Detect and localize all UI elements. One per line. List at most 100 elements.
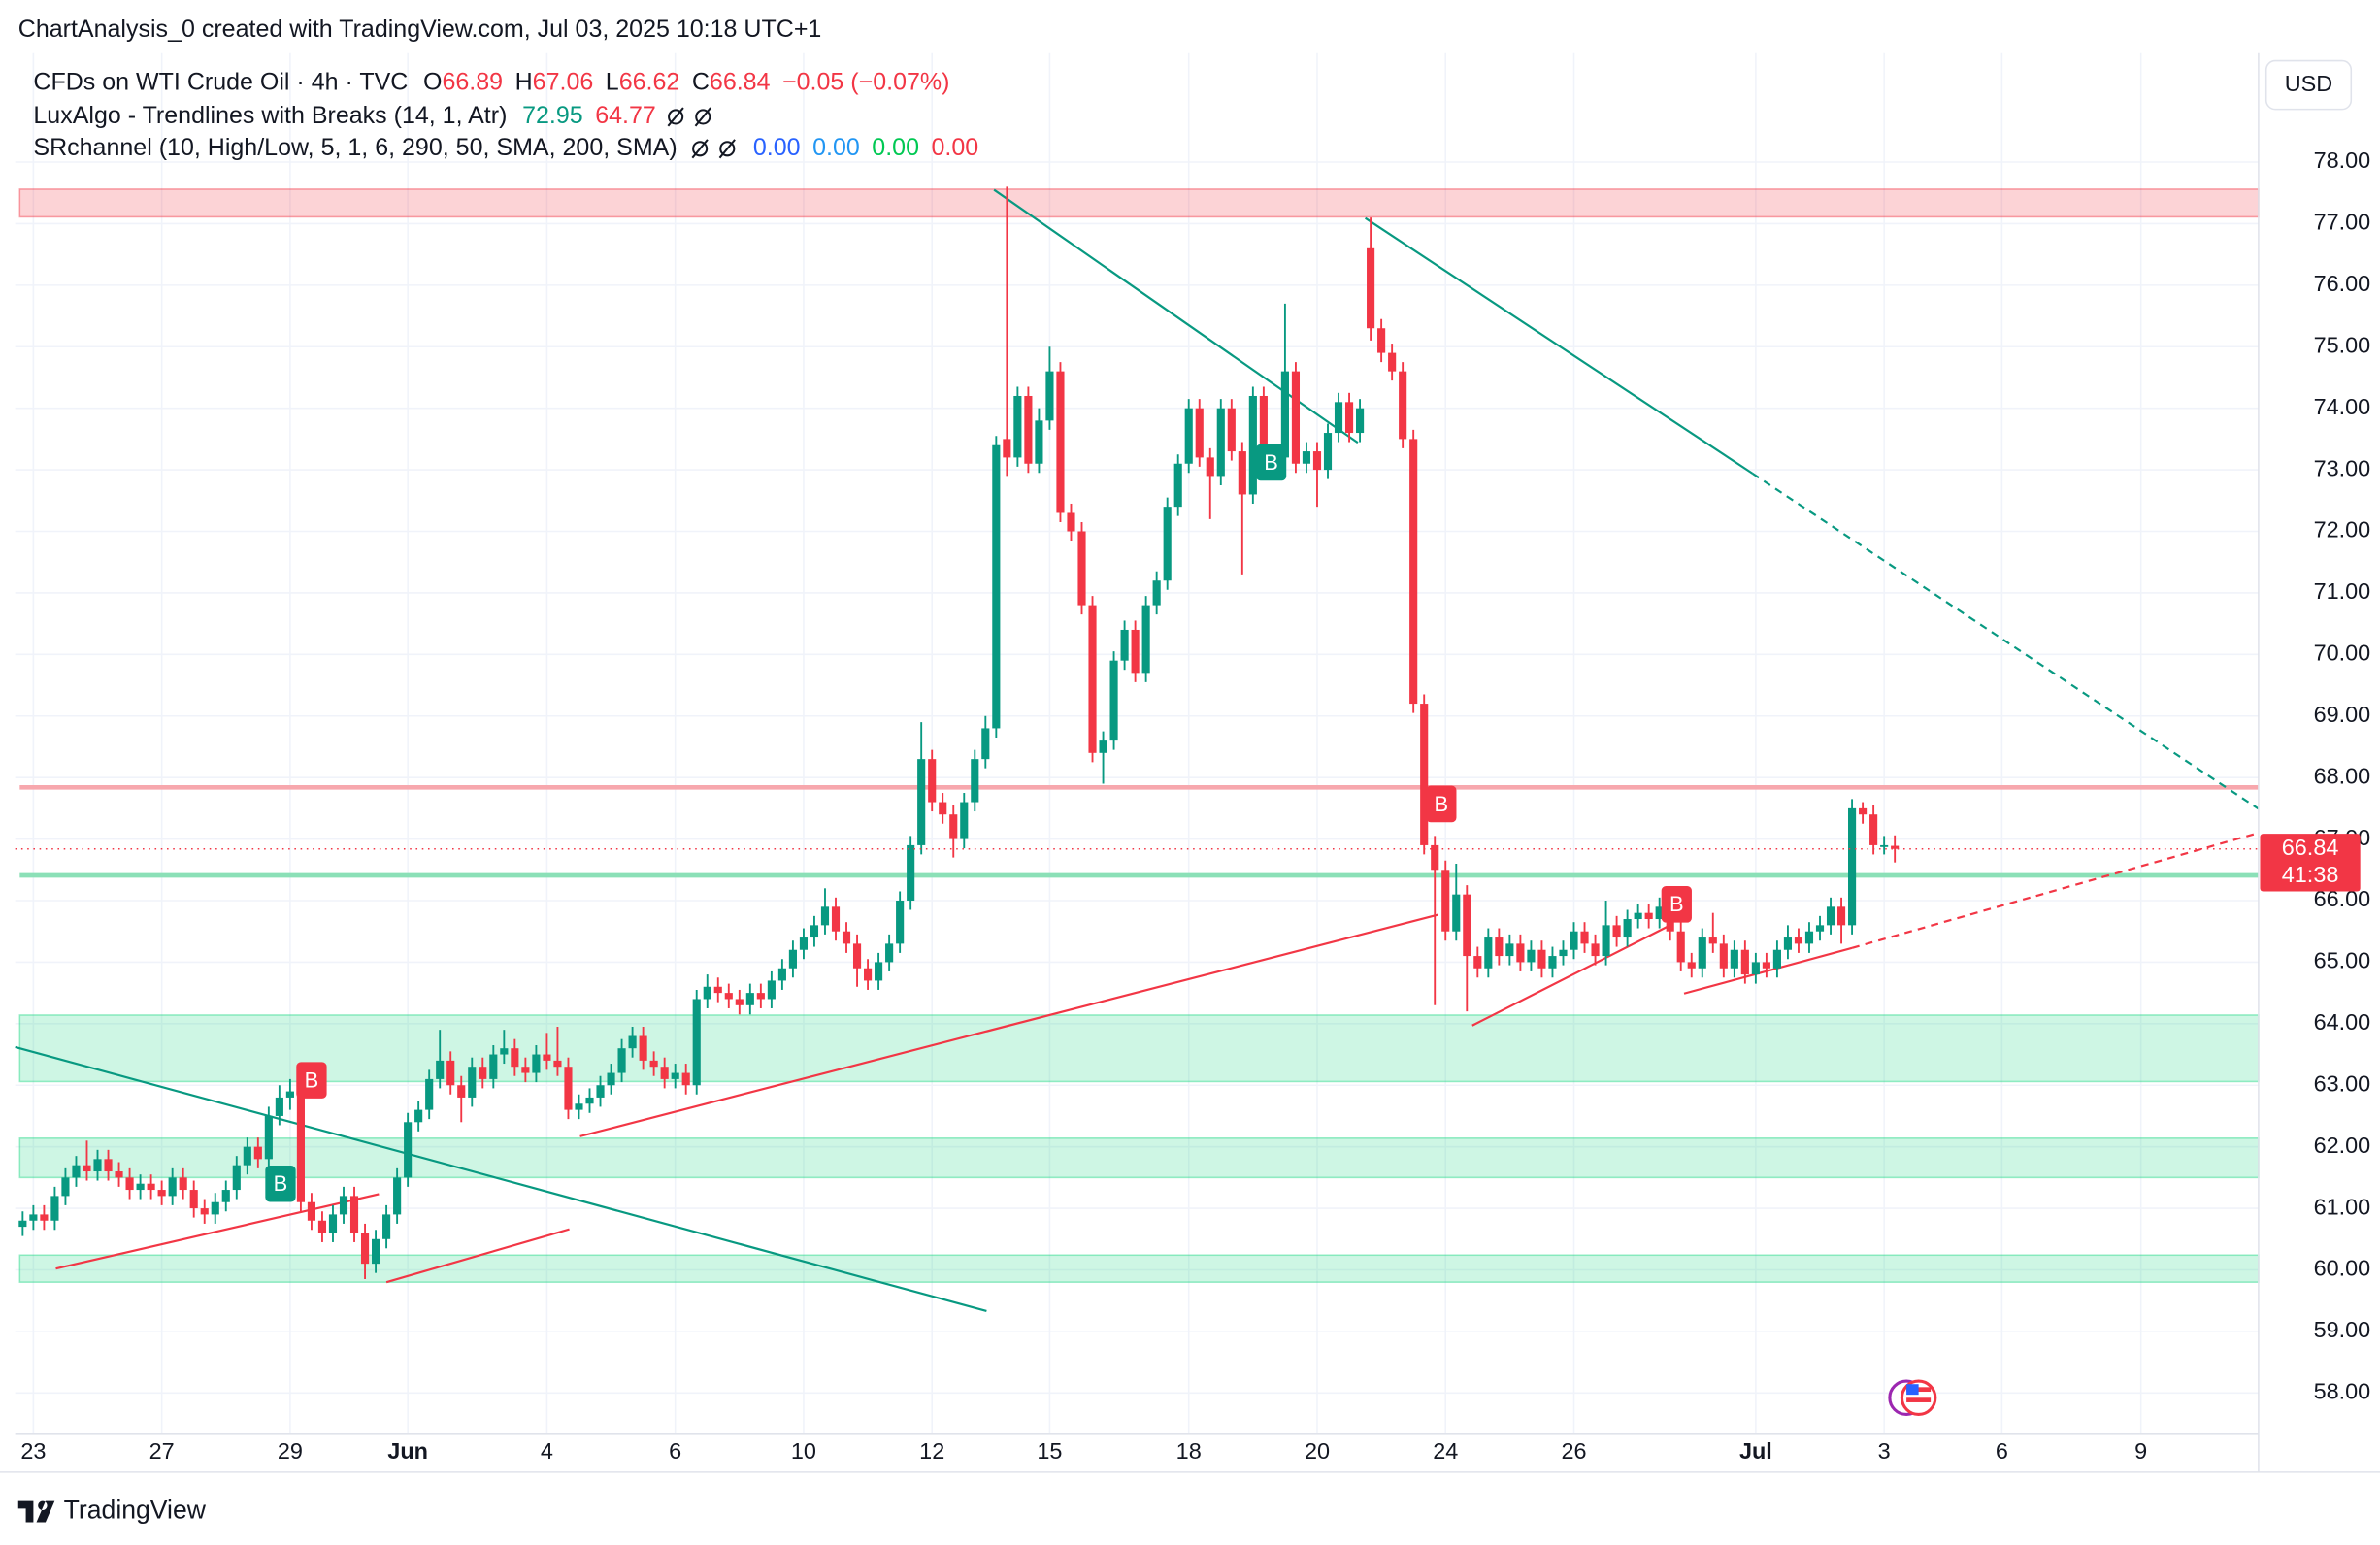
candle-body bbox=[949, 814, 958, 839]
x-tick-label: 10 bbox=[791, 1438, 816, 1463]
candle-body bbox=[1527, 949, 1536, 963]
x-tick-label: 4 bbox=[541, 1438, 553, 1463]
x-tick-label: 3 bbox=[1878, 1438, 1891, 1463]
candle-body bbox=[1623, 919, 1632, 938]
legend-field-key: L bbox=[606, 69, 619, 96]
candle-body bbox=[553, 1060, 562, 1068]
candle-body bbox=[1163, 507, 1172, 581]
candle-body bbox=[1206, 457, 1214, 477]
candle-body bbox=[1344, 402, 1354, 434]
candle-body bbox=[596, 1085, 605, 1098]
trendline bbox=[55, 1193, 380, 1270]
candle-body bbox=[960, 802, 969, 839]
candle-layer bbox=[18, 186, 1900, 1279]
legend-change: −0.05 (−0.07%) bbox=[782, 69, 949, 96]
x-tick-label: 23 bbox=[20, 1438, 46, 1463]
candle-body bbox=[639, 1035, 647, 1061]
candle-body bbox=[1687, 962, 1696, 969]
x-tick-label: 29 bbox=[278, 1438, 303, 1463]
candle-body bbox=[393, 1177, 402, 1215]
x-tick-label: 6 bbox=[1996, 1438, 2008, 1463]
candle-body bbox=[211, 1201, 219, 1215]
candle-body bbox=[511, 1048, 519, 1068]
candle-body bbox=[1131, 629, 1140, 674]
candle-body bbox=[1698, 937, 1706, 969]
candle-body bbox=[436, 1060, 445, 1079]
legend-field-value: 67.06 bbox=[533, 69, 594, 96]
candle-body bbox=[1537, 949, 1546, 969]
candle-body bbox=[1783, 937, 1793, 950]
candle-body bbox=[468, 1067, 477, 1098]
x-tick-label: 15 bbox=[1037, 1438, 1062, 1463]
candle-body bbox=[1334, 402, 1343, 434]
candle-body bbox=[1602, 925, 1610, 957]
candle-body bbox=[575, 1103, 583, 1110]
y-tick-label: 77.00 bbox=[2314, 210, 2371, 235]
candle-body bbox=[1195, 408, 1204, 458]
candle-body bbox=[243, 1146, 251, 1166]
candle-body bbox=[72, 1165, 81, 1178]
candle-body bbox=[1109, 660, 1118, 741]
indicator-value: 0.00 bbox=[932, 134, 979, 161]
candle-body bbox=[253, 1146, 262, 1160]
candle-body bbox=[125, 1177, 134, 1191]
indicator-value: 0.00 bbox=[872, 134, 919, 161]
candle-body bbox=[1772, 949, 1781, 969]
candle-body bbox=[1740, 949, 1749, 975]
x-tick-label: 12 bbox=[919, 1438, 944, 1463]
candle-body bbox=[147, 1183, 155, 1191]
y-tick-label: 72.00 bbox=[2314, 517, 2371, 542]
indicator-value: 72.95 bbox=[522, 102, 583, 129]
candle-body bbox=[1548, 956, 1557, 969]
y-tick-label: 65.00 bbox=[2314, 948, 2371, 973]
brand-name: TradingView bbox=[64, 1496, 207, 1525]
x-tick-label: 26 bbox=[1561, 1438, 1586, 1463]
visibility-icon bbox=[694, 107, 711, 127]
candle-body bbox=[875, 962, 883, 981]
candle-body bbox=[1848, 807, 1857, 926]
y-tick-label: 64.00 bbox=[2314, 1009, 2371, 1035]
candle-body bbox=[1377, 328, 1386, 353]
visibility-icon bbox=[718, 139, 736, 159]
price-tag-value: 66.84 bbox=[2282, 835, 2339, 860]
candle-body bbox=[1120, 629, 1129, 661]
visibility-icon bbox=[667, 107, 684, 127]
candle-body bbox=[1173, 463, 1182, 508]
y-tick-label: 71.00 bbox=[2314, 578, 2371, 604]
candle-body bbox=[1013, 395, 1022, 458]
candle-body bbox=[360, 1233, 370, 1265]
break-label-box bbox=[265, 1165, 296, 1202]
candle-body bbox=[1516, 943, 1525, 963]
x-tick-label: 27 bbox=[149, 1438, 175, 1463]
y-tick-label: 73.00 bbox=[2314, 455, 2371, 480]
candle-body bbox=[189, 1190, 198, 1209]
currency-label[interactable]: USD bbox=[2285, 71, 2332, 96]
break-label-box bbox=[1426, 785, 1457, 823]
candle-body bbox=[896, 900, 905, 944]
candle-body bbox=[307, 1201, 316, 1221]
candle-body bbox=[136, 1183, 145, 1191]
x-tick-label: 24 bbox=[1433, 1438, 1458, 1463]
legend-field-key: O bbox=[423, 69, 442, 96]
y-tick-label: 70.00 bbox=[2314, 641, 2371, 666]
flag-icon bbox=[1888, 1379, 1937, 1417]
currency-button[interactable] bbox=[2264, 59, 2353, 111]
candle-body bbox=[1794, 937, 1803, 944]
candle-body bbox=[971, 759, 979, 803]
candle-body bbox=[93, 1159, 102, 1172]
candle-body bbox=[713, 986, 722, 994]
y-tick-label: 63.00 bbox=[2314, 1070, 2371, 1096]
candle-body bbox=[1751, 962, 1760, 975]
candle-body bbox=[735, 999, 744, 1005]
candle-body bbox=[521, 1067, 530, 1073]
candle-body bbox=[425, 1078, 434, 1110]
candle-body bbox=[939, 802, 947, 815]
candle-body bbox=[660, 1067, 669, 1079]
candle-body bbox=[1634, 912, 1642, 920]
candle-body bbox=[1291, 371, 1301, 464]
indicator-value: 64.77 bbox=[595, 102, 656, 129]
candle-body bbox=[617, 1048, 626, 1073]
legend-symbol: CFDs on WTI Crude Oil · 4h · TVC bbox=[33, 69, 408, 96]
